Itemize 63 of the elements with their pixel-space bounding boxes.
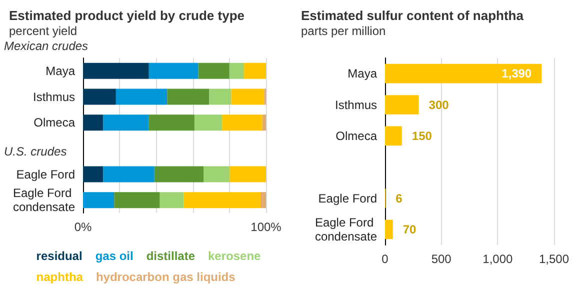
x-tick-label: 0% [74,220,92,234]
bar [148,114,195,131]
chart-title: Estimated sulfur content of naphtha [301,8,524,23]
bar [262,114,266,131]
x-tick-label: 0 [382,252,389,266]
text: Mexican crudes [4,38,88,53]
bar [83,88,116,105]
y-tick-label: Eagle Ford [16,167,75,182]
text: residual [36,249,82,263]
chart-title: Estimated product yield by crude type [9,8,244,23]
chart-subtitle: percent yield [9,24,78,38]
x-tick-label: 1,000 [482,252,514,266]
bar [83,62,149,79]
y-tick-label: Isthmus [32,90,75,104]
bar [229,166,266,182]
y-tick-label: Olmeca [336,128,378,143]
bar [154,166,204,182]
bar [244,62,266,79]
y-tick-label: Eagle Ford condensate [314,215,378,244]
bar [209,88,232,105]
x-tick-label: 100% [250,220,282,234]
bar [198,62,230,79]
bar [83,166,104,182]
data-label: 70 [402,222,417,236]
y-tick-label: Maya [46,64,76,78]
bar [103,114,149,131]
bar [194,114,222,131]
data-label: 6 [396,191,403,206]
bar [385,64,542,84]
y-tick-label: Olmeca [34,116,76,130]
bar [83,114,104,131]
bar [184,192,261,208]
bar [204,166,230,182]
bar [103,166,154,182]
text: gas oil [95,249,134,263]
data-label: 300 [428,98,450,112]
bar [260,192,266,208]
y-tick-label: Eagle Ford [318,191,377,206]
text: kerosene [208,249,262,263]
bar [231,88,264,105]
y-tick-label: Isthmus [334,98,377,112]
bar [229,62,244,79]
bar [116,88,168,105]
data-label: 150 [412,128,432,143]
bar [385,126,402,146]
bar [160,192,184,208]
y-tick-label: Eagle Ford condensate [12,186,76,214]
bar [83,192,114,208]
x-tick-label: 500 [431,252,452,266]
bar [385,220,393,240]
text: naphtha [36,270,84,284]
bar [222,114,262,131]
bar [148,62,198,79]
chart-subtitle: parts per million [301,24,386,38]
x-tick-label: 1,500 [538,252,570,266]
data-label: 1,390 [502,66,532,81]
text: hydrocarbon gas liquids [96,270,236,284]
bar [167,88,210,105]
bar [385,95,419,114]
text: distillate [146,249,196,263]
text: U.S. crudes [4,144,67,158]
y-tick-label: Maya [348,66,378,81]
bar [114,192,160,208]
